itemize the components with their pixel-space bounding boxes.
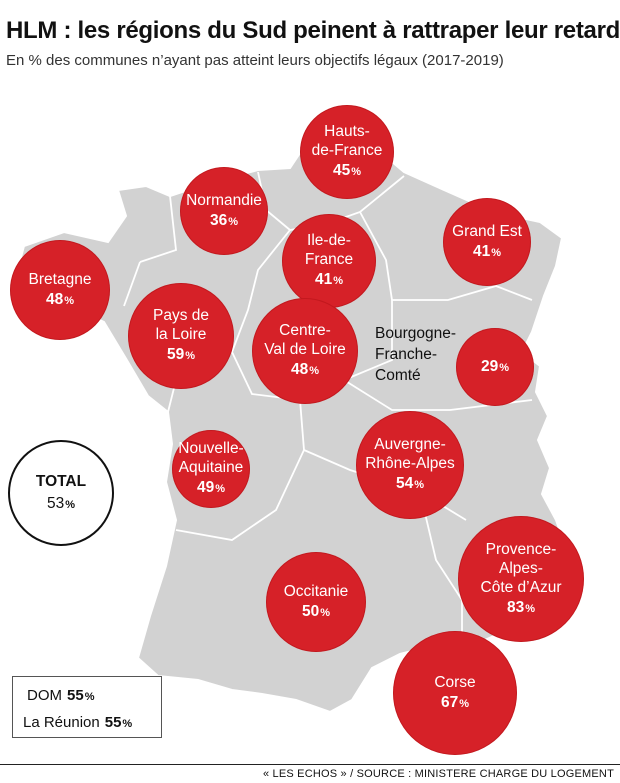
region-value: 83 bbox=[506, 598, 525, 616]
region-name: Corse bbox=[434, 673, 476, 691]
region-borders bbox=[123, 171, 533, 650]
region-name: Nouvelle- Aquitaine bbox=[178, 440, 244, 476]
region-value-row: 49% bbox=[197, 478, 225, 499]
region-value-row: 41% bbox=[315, 270, 343, 291]
footer-rule bbox=[0, 764, 620, 765]
region-value: 67 bbox=[440, 693, 459, 711]
region-name: Occitanie bbox=[283, 582, 349, 600]
region-value: 29 bbox=[480, 358, 499, 375]
region-bubble-auvergne--rhône-alpes: Auvergne- Rhône-Alpes 54% bbox=[356, 411, 464, 519]
region-name: Pays de la Loire bbox=[152, 307, 209, 343]
percent-sign: % bbox=[491, 246, 502, 259]
region-value: 49 bbox=[196, 479, 215, 496]
region-name: Provence- Alpes- Côte d’Azur bbox=[480, 540, 562, 596]
percent-sign: % bbox=[499, 362, 510, 374]
region-bubble-nouvelle--aquitaine: Nouvelle- Aquitaine 49% bbox=[172, 430, 250, 508]
region-name: Auvergne- Rhône-Alpes bbox=[365, 436, 455, 472]
region-bubble-bourgogne--franche--comté: 29% bbox=[456, 328, 534, 406]
france-mainland-shape bbox=[14, 130, 572, 714]
region-bubble-occitanie: Occitanie 50% bbox=[266, 552, 366, 652]
percent-sign: % bbox=[185, 350, 196, 362]
region-value-row: 59% bbox=[167, 345, 195, 366]
region-value: 36 bbox=[209, 211, 228, 229]
percent-sign: % bbox=[215, 483, 226, 495]
overseas-name: La Réunion bbox=[23, 714, 100, 731]
region-value: 45 bbox=[332, 162, 351, 179]
region-bubble-normandie: Normandie 36% bbox=[180, 167, 268, 255]
overseas-box: DOM 55% La Réunion 55% bbox=[12, 676, 162, 738]
region-value: 41 bbox=[472, 242, 491, 260]
region-value: 48 bbox=[290, 361, 309, 378]
overseas-value: 55 bbox=[67, 687, 84, 704]
region-value-row: 41% bbox=[473, 242, 501, 263]
region-value-row: 48% bbox=[46, 290, 74, 311]
region-name: Normandie bbox=[186, 191, 262, 209]
overseas-name: DOM bbox=[27, 687, 62, 704]
region-name: Ile-de- France bbox=[304, 232, 354, 268]
region-value-row: 83% bbox=[507, 598, 535, 619]
region-name: Bretagne bbox=[28, 270, 92, 288]
percent-sign: % bbox=[459, 697, 470, 710]
region-bubble-provence--alpes--côte-d-azur: Provence- Alpes- Côte d’Azur 83% bbox=[458, 516, 584, 642]
region-value-row: 67% bbox=[441, 693, 469, 714]
overseas-row-reunion: La Réunion 55% bbox=[13, 710, 161, 737]
region-name: Grand Est bbox=[452, 222, 522, 240]
region-value: 48 bbox=[45, 290, 64, 308]
overseas-value: 55 bbox=[104, 714, 122, 731]
percent-sign: % bbox=[84, 691, 95, 703]
map-subtitle: En % des communes n’ayant pas atteint le… bbox=[6, 52, 504, 69]
total-circle: TOTAL 53% bbox=[8, 440, 114, 546]
percent-sign: % bbox=[309, 365, 320, 377]
percent-sign: % bbox=[122, 718, 133, 730]
region-value: 50 bbox=[301, 602, 320, 620]
source-credit: « LES ECHOS » / SOURCE : MINISTERE CHARG… bbox=[262, 768, 614, 780]
total-value: 53 bbox=[46, 495, 65, 512]
region-bubble-grand-est: Grand Est 41% bbox=[443, 198, 531, 286]
percent-sign: % bbox=[65, 499, 76, 511]
region-value-row: 50% bbox=[302, 602, 330, 623]
region-value: 41 bbox=[314, 271, 333, 288]
region-value-row: 36% bbox=[210, 211, 238, 232]
map-title: HLM : les régions du Sud peinent à rattr… bbox=[6, 17, 620, 44]
region-name-outside: Bourgogne- Franche- Comté bbox=[375, 325, 457, 384]
percent-sign: % bbox=[64, 294, 75, 307]
region-name: Hauts- de-France bbox=[311, 123, 383, 159]
region-value: 59 bbox=[166, 346, 185, 363]
region-bubble-ile-de--france: Ile-de- France 41% bbox=[282, 214, 376, 308]
percent-sign: % bbox=[228, 215, 239, 228]
region-bubble-bretagne: Bretagne 48% bbox=[10, 240, 110, 340]
percent-sign: % bbox=[351, 166, 362, 178]
region-bubble-pays-de-la-loire: Pays de la Loire 59% bbox=[128, 283, 234, 389]
region-name: Centre- Val de Loire bbox=[264, 322, 346, 358]
total-value-row: 53% bbox=[47, 495, 75, 513]
region-value-row: 29% bbox=[481, 357, 509, 378]
region-value-row: 54% bbox=[396, 474, 424, 495]
percent-sign: % bbox=[333, 275, 344, 287]
region-value-row: 45% bbox=[333, 161, 361, 182]
percent-sign: % bbox=[525, 602, 536, 615]
overseas-row-dom: DOM 55% bbox=[13, 683, 161, 710]
percent-sign: % bbox=[414, 479, 425, 491]
region-value-row: 48% bbox=[291, 360, 319, 381]
region-bubble-centre--val-de-loire: Centre- Val de Loire 48% bbox=[252, 298, 358, 404]
region-value: 54 bbox=[395, 475, 414, 492]
total-label: TOTAL bbox=[35, 473, 87, 490]
region-bubble-hauts--de-france: Hauts- de-France 45% bbox=[300, 105, 394, 199]
percent-sign: % bbox=[320, 606, 331, 619]
region-bubble-corse: Corse 67% bbox=[393, 631, 517, 755]
